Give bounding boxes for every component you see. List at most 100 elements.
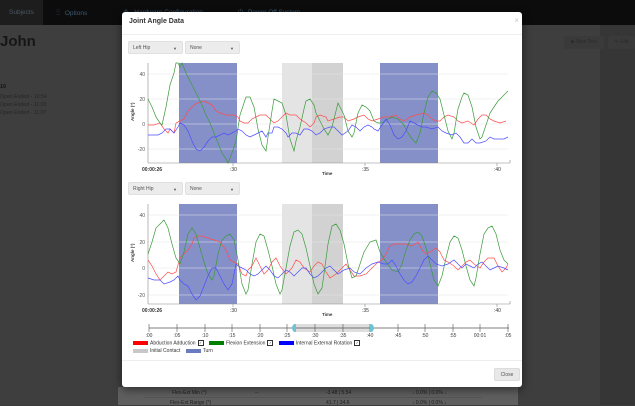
svg-text:00:00:26: 00:00:26 — [142, 167, 162, 173]
svg-text:Time: Time — [322, 312, 333, 317]
svg-text::35: :35 — [362, 167, 369, 173]
legend-turn: Turn — [185, 348, 213, 354]
turn-region — [380, 63, 438, 163]
chart-left-hip[interactable]: 40 20 0 -20 Angle (°) 00:00:26 :30 :35 :… — [130, 62, 511, 176]
brush-handle-left — [292, 324, 296, 332]
svg-text::55: :55 — [450, 333, 457, 339]
stat-label: Flex-Ext Range (°) — [170, 400, 212, 406]
series-internal-external-rotation — [148, 118, 509, 152]
nav-options-label: Options — [64, 10, 88, 17]
close-button[interactable]: Close — [494, 368, 520, 381]
svg-text::40: :40 — [367, 333, 374, 339]
nav-subjects[interactable]: Subjects — [0, 0, 43, 25]
svg-text::35: :35 — [340, 333, 347, 339]
svg-text::05: :05 — [174, 333, 181, 339]
modal-header: Joint Angle Data × — [122, 12, 522, 35]
svg-text::30: :30 — [312, 333, 319, 339]
svg-text:0: 0 — [142, 266, 145, 272]
legend-flexion-extension[interactable]: Flexion Extension ✓ — [208, 340, 274, 346]
legend-regions: Initial Contact Turn — [133, 348, 217, 354]
stat-col2: -- — [255, 390, 259, 396]
joint-select-bottom[interactable]: Right Hip ▼ — [128, 182, 183, 195]
svg-text::25: :25 — [284, 333, 291, 339]
nav-options[interactable]: ⫶⫶ Options — [56, 0, 87, 25]
svg-text:40: 40 — [139, 213, 145, 219]
series-internal-external-rotation — [147, 255, 509, 301]
caret-down-icon: ▼ — [173, 46, 177, 51]
legend-internal-external-rotation[interactable]: Internal External Rotation ✓ — [278, 340, 361, 346]
edit-label: Edit — [619, 39, 629, 45]
compare-select-top[interactable]: None ▼ — [185, 41, 240, 54]
svg-text:40: 40 — [139, 72, 145, 78]
modal-footer: Close — [122, 360, 522, 388]
series-abduction-adduction — [147, 235, 509, 281]
new-test-label: New Test — [576, 39, 597, 45]
svg-text::40: :40 — [494, 167, 501, 173]
legend-abduction-adduction[interactable]: Abduction Adduction ✓ — [133, 340, 204, 346]
svg-text::45: :45 — [395, 333, 402, 339]
joint-select-value: Right Hip — [133, 186, 154, 192]
initial-contact-region — [282, 63, 312, 163]
svg-text:0: 0 — [142, 122, 145, 128]
time-navigator[interactable]: :00 :05 :10 :15 :20 :25 :30 :35 :40 :45 … — [146, 324, 512, 339]
legend-series: Abduction Adduction ✓ Flexion Extension ✓ … — [133, 340, 364, 346]
subject-name: John — [0, 33, 36, 50]
svg-text::35: :35 — [362, 308, 369, 314]
svg-text::00: :00 — [146, 333, 153, 339]
svg-text::05: :05 — [505, 333, 512, 339]
caret-down-icon: ▼ — [173, 187, 177, 192]
test-item[interactable]: Open Ended - 11:00 — [0, 102, 47, 108]
svg-text:-20: -20 — [138, 293, 145, 299]
svg-text:Angle (°): Angle (°) — [130, 243, 135, 262]
svg-text:Time: Time — [322, 171, 333, 176]
caret-down-icon: ▼ — [230, 187, 234, 192]
pencil-icon: ✎ — [614, 39, 620, 45]
series-flexion-extension — [147, 62, 509, 164]
turn-region — [380, 204, 438, 304]
test-item[interactable]: Open Ended - 10:54 — [0, 94, 47, 100]
stat-col3: 41.7 | 34.6 — [326, 400, 350, 406]
checkbox-icon[interactable]: ✓ — [267, 340, 274, 346]
svg-text::30: :30 — [230, 308, 237, 314]
sliders-icon: ⫶⫶ — [56, 8, 60, 17]
stat-col4: ↓ 0.0% | 0.0% ↓ — [412, 390, 447, 396]
svg-text:00:01: 00:01 — [474, 333, 487, 339]
close-icon[interactable]: × — [514, 16, 519, 25]
background-stats-table: Flex-Ext Min (°) -- -3.48 | 5.54 ↓ 0.0% … — [118, 387, 518, 406]
svg-text:20: 20 — [139, 97, 145, 103]
stat-label: Flex-Ext Min (°) — [172, 390, 207, 396]
compare-select-bottom[interactable]: None ▼ — [185, 182, 240, 195]
checkbox-icon[interactable]: ✓ — [354, 340, 361, 346]
caret-down-icon: ▼ — [230, 46, 234, 51]
svg-text:-20: -20 — [138, 147, 145, 153]
compare-select-value: None — [190, 45, 202, 51]
legend-initial-contact: Initial Contact — [133, 348, 180, 354]
joint-select-top[interactable]: Left Hip ▼ — [128, 41, 183, 54]
turn-region — [179, 63, 237, 163]
checkbox-icon[interactable]: ✓ — [197, 340, 204, 346]
stat-col3: -3.48 | 5.54 — [326, 390, 352, 396]
play-icon: ▶ — [571, 39, 577, 45]
nav-subjects-label: Subjects — [9, 9, 34, 16]
edit-button[interactable]: ✎ Edit — [608, 36, 635, 49]
gray-swatch-icon — [133, 348, 148, 353]
compare-select-value: None — [190, 186, 202, 192]
charts-canvas: 40 20 0 -20 Angle (°) 00:00:26 :30 :35 :… — [130, 62, 512, 339]
svg-text::50: :50 — [422, 333, 429, 339]
new-test-button[interactable]: ▶ New Test — [564, 36, 604, 49]
modal-title: Joint Angle Data — [129, 18, 184, 25]
svg-text:00:00:26: 00:00:26 — [142, 308, 162, 314]
brush-handle-right — [370, 324, 374, 332]
svg-text::30: :30 — [230, 167, 237, 173]
chart-right-hip[interactable]: 40 20 0 -20 Angle (°) 00:00:26 :30 :35 :… — [130, 204, 511, 317]
stat-col4: ↓ 0.0% | 0.0% ↓ — [412, 400, 447, 406]
joint-select-value: Left Hip — [133, 45, 151, 51]
svg-text:20: 20 — [139, 240, 145, 246]
svg-text::40: :40 — [494, 308, 501, 314]
series-abduction-adduction — [148, 100, 507, 134]
blue-swatch-icon — [278, 341, 294, 345]
purple-swatch-icon — [185, 348, 201, 353]
test-item[interactable]: Open Ended - 11:07 — [0, 110, 47, 116]
joint-angle-modal: Joint Angle Data × Left Hip ▼ None ▼ Rig… — [122, 12, 522, 387]
initial-contact-region — [312, 204, 343, 304]
